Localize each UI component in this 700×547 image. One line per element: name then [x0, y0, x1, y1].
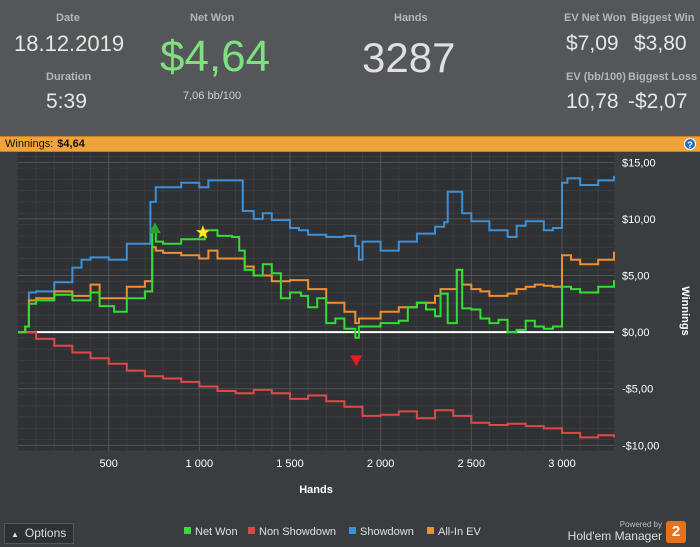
legend-net-won[interactable]: Net Won — [184, 526, 238, 538]
grid — [18, 152, 614, 452]
chart-markers — [148, 222, 363, 367]
ev-bb100-value: 10,78 — [566, 90, 619, 113]
y-tick-label: $15,00 — [622, 157, 656, 169]
legend-showdown[interactable]: Showdown — [349, 526, 414, 538]
netwon-value: $4,64 — [160, 32, 271, 81]
trough-marker — [350, 355, 363, 367]
winnings-chart: 500 1 000 1 500 2 000 2 500 3 000 $15,00 $10,0… — [18, 152, 691, 496]
y-axis-label: Winnings — [679, 286, 691, 335]
y-tick-label: -$5,00 — [622, 384, 653, 396]
stats-header: Date 18.12.2019 Duration 5:39 Net Won $4… — [0, 0, 700, 136]
duration-label: Duration — [46, 71, 92, 83]
bb100-value: 7,06 bb/100 — [183, 90, 242, 102]
x-axis-label: Hands — [299, 484, 333, 496]
legend-non-showdown[interactable]: Non Showdown — [248, 526, 336, 538]
help-icon[interactable]: ? — [684, 138, 696, 150]
winnings-summary: Winnings: $4,64 — [5, 138, 85, 150]
x-tick-label: 3 000 — [548, 458, 576, 470]
series-lines — [18, 175, 615, 439]
legend-net-won-label: Net Won — [195, 526, 238, 538]
chevron-up-icon: ▲ — [11, 530, 19, 539]
y-tick-label: $10,00 — [622, 214, 656, 226]
x-tick-label: 1 500 — [276, 458, 304, 470]
biggest-loss-label: Biggest Loss — [628, 71, 698, 83]
biggest-win-label: Biggest Win — [631, 12, 695, 24]
y-axis: $15,00 $10,00 $5,00 $0,00 -$5,00 -$10,00 — [622, 157, 659, 452]
legend-showdown-label: Showdown — [360, 526, 414, 538]
ev-net-won-value: $7,09 — [566, 32, 619, 55]
legend-non-showdown-label: Non Showdown — [259, 526, 337, 538]
options-button[interactable]: ▲ Options — [4, 523, 74, 544]
series-line-non-showdown — [18, 331, 615, 439]
ev-bb100-label: EV (bb/100) — [566, 71, 626, 83]
x-axis: 500 1 000 1 500 2 000 2 500 3 000 — [99, 458, 575, 470]
winnings-label: Winnings: — [5, 138, 54, 150]
options-label: Options — [24, 526, 67, 540]
hands-label: Hands — [394, 12, 428, 24]
powered-by-text: Powered by — [619, 520, 662, 529]
legend-swatch-non-showdown — [248, 527, 255, 534]
legend-swatch-net-won — [184, 527, 191, 534]
date-label: Date — [56, 12, 80, 24]
y-tick-label: $0,00 — [622, 327, 650, 339]
biggest-loss-value: -$2,07 — [628, 90, 688, 113]
biggest-win-value: $3,80 — [634, 32, 687, 55]
legend-swatch-all-in-ev — [427, 527, 434, 534]
star-marker — [195, 224, 211, 239]
legend-swatch-showdown — [349, 527, 356, 534]
duration-value: 5:39 — [46, 90, 87, 113]
brand-name: Hold'em Manager — [567, 529, 662, 543]
x-tick-label: 2 000 — [367, 458, 395, 470]
x-tick-label: 500 — [99, 458, 117, 470]
winnings-value: $4,64 — [57, 138, 85, 150]
winnings-bar: Winnings: $4,64 ? — [0, 136, 700, 152]
netwon-label: Net Won — [190, 12, 235, 24]
y-tick-label: $5,00 — [622, 271, 650, 283]
date-value: 18.12.2019 — [14, 31, 125, 56]
legend-all-in-ev-label: All-In EV — [438, 526, 481, 538]
legend-all-in-ev[interactable]: All-In EV — [427, 526, 481, 538]
hands-value: 3287 — [362, 34, 456, 81]
series-line-showdown — [18, 175, 615, 334]
footer: ▲ Options Net Won Non Showdown Showdown A… — [0, 518, 700, 547]
peak-marker — [148, 222, 161, 234]
ev-net-won-label: EV Net Won — [564, 12, 627, 24]
y-tick-label: -$10,00 — [622, 440, 659, 452]
x-tick-label: 2 500 — [458, 458, 486, 470]
x-tick-label: 1 000 — [186, 458, 214, 470]
hem-logo-icon: 2 — [666, 521, 686, 543]
series-line-net-won — [18, 229, 615, 339]
